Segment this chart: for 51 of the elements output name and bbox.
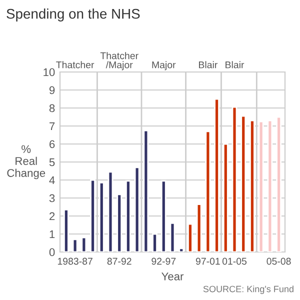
bar: [64, 209, 69, 252]
bar: [116, 194, 122, 252]
bar: [196, 204, 202, 252]
bar: [134, 166, 140, 252]
y-tick-label: 7: [50, 122, 55, 130]
y-tick-label: 6: [50, 140, 55, 148]
bar: [258, 120, 264, 252]
bar: [205, 130, 211, 252]
bar: [276, 116, 282, 252]
y-axis-title: % Real Change: [7, 145, 46, 180]
y-tick-label: 1: [50, 230, 55, 238]
x-tick-label: 05-08: [266, 258, 291, 265]
source-note: SOURCE: King's Fund: [203, 286, 294, 294]
y-tick-label: 10: [44, 68, 55, 76]
x-tick-label: 87-92: [107, 258, 132, 265]
bar: [232, 106, 238, 252]
bar: [152, 233, 158, 252]
x-axis-title: Year: [162, 272, 184, 280]
y-tick-label: 3: [49, 194, 55, 202]
y-tick-label: 9: [49, 86, 55, 94]
text: Blair: [199, 61, 218, 68]
bar: [222, 143, 228, 252]
bar: [267, 120, 273, 252]
y-tick-label: 2: [50, 212, 55, 220]
bar: [90, 179, 96, 252]
x-tick-label: 1983-87: [58, 258, 92, 265]
y-tick-label: 8: [49, 104, 55, 112]
text: Blair: [226, 61, 244, 68]
bar: [72, 238, 78, 252]
bar: [178, 248, 184, 252]
bar: [108, 171, 114, 252]
text: Thatcher /Major: [100, 52, 138, 70]
text: Thatcher: [56, 61, 94, 68]
bar: [126, 180, 131, 252]
bar: [98, 182, 104, 252]
bar: [143, 130, 149, 252]
bar: [81, 236, 87, 252]
bar: [250, 120, 255, 252]
y-tick-label: 4: [49, 176, 55, 184]
bar: [188, 223, 193, 252]
text: Major: [152, 61, 176, 70]
chart-title: Spending on the NHS: [6, 8, 140, 22]
x-tick-label: 01-05: [222, 258, 247, 265]
x-tick-label: 92-97: [152, 258, 176, 265]
bar: [160, 180, 166, 252]
bar: [240, 115, 246, 252]
bar: [170, 222, 176, 252]
y-tick-label: 5: [49, 158, 55, 166]
x-tick-label: 97-01: [196, 258, 220, 265]
bar: [214, 98, 220, 252]
y-tick-label: 0: [49, 248, 55, 256]
